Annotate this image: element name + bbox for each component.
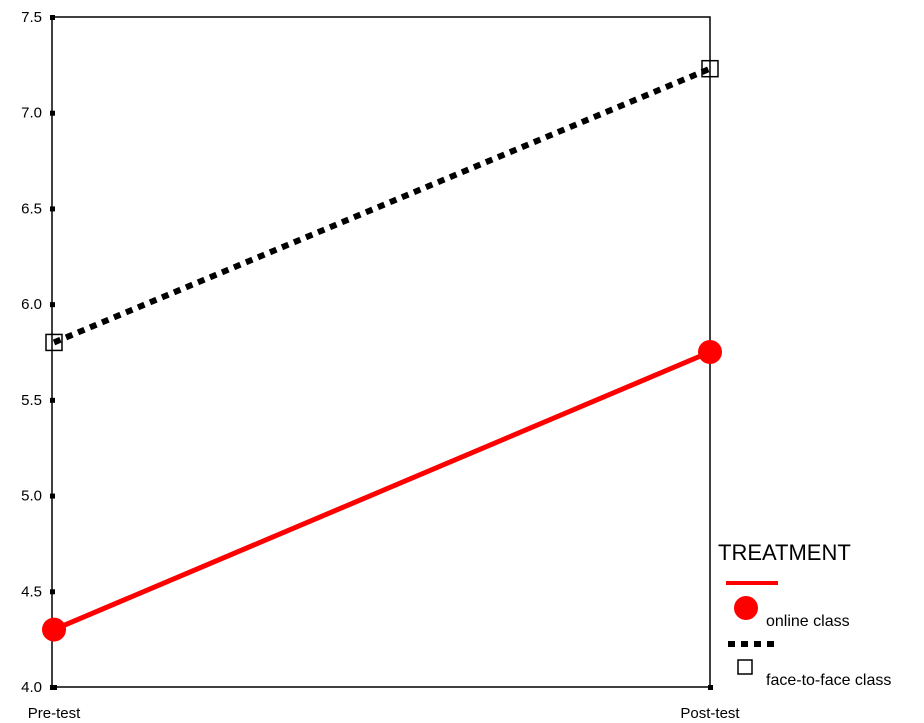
point-face-to-face bbox=[45, 333, 63, 352]
y-tick-mark bbox=[50, 589, 55, 595]
y-tick-label: 5.5 bbox=[21, 392, 42, 409]
y-tick-label: 5.0 bbox=[21, 488, 42, 505]
y-tick-label: 7.0 bbox=[21, 105, 42, 122]
legend-online-marker bbox=[734, 596, 758, 620]
y-tick-mark bbox=[50, 493, 55, 499]
x-tick-label: Pre-test bbox=[28, 705, 81, 722]
legend: TREATMENT online class face-to-face clas… bbox=[718, 540, 891, 689]
y-tick-mark bbox=[50, 397, 55, 403]
point-face-to-face bbox=[701, 59, 719, 78]
y-tick-label: 6.0 bbox=[21, 296, 42, 313]
legend-title: TREATMENT bbox=[718, 540, 851, 565]
series-line-face-to-face bbox=[52, 65, 712, 346]
y-tick-label: 4.5 bbox=[21, 583, 42, 600]
x-axis: Pre-test Post-test bbox=[28, 685, 740, 722]
y-tick-mark bbox=[50, 15, 55, 20]
legend-online-label: online class bbox=[766, 613, 850, 630]
x-tick-label: Post-test bbox=[680, 705, 740, 722]
x-tick-mark bbox=[708, 685, 713, 690]
x-tick-mark bbox=[52, 685, 57, 690]
y-tick-label: 6.5 bbox=[21, 200, 42, 217]
y-tick-mark bbox=[50, 110, 55, 116]
y-tick-mark bbox=[50, 206, 55, 212]
legend-f2f-label: face-to-face class bbox=[766, 672, 891, 689]
series-layer bbox=[42, 59, 722, 642]
point-online bbox=[698, 340, 722, 364]
y-axis: 4.0 4.5 5.0 5.5 6.0 6.5 7.0 7.5 bbox=[21, 9, 55, 696]
point-online bbox=[42, 617, 66, 642]
y-tick-label: 4.0 bbox=[21, 679, 42, 696]
y-tick-mark bbox=[50, 302, 55, 308]
legend-f2f-marker bbox=[737, 659, 753, 675]
y-tick-label: 7.5 bbox=[21, 9, 42, 26]
series-line-online bbox=[53, 349, 711, 632]
